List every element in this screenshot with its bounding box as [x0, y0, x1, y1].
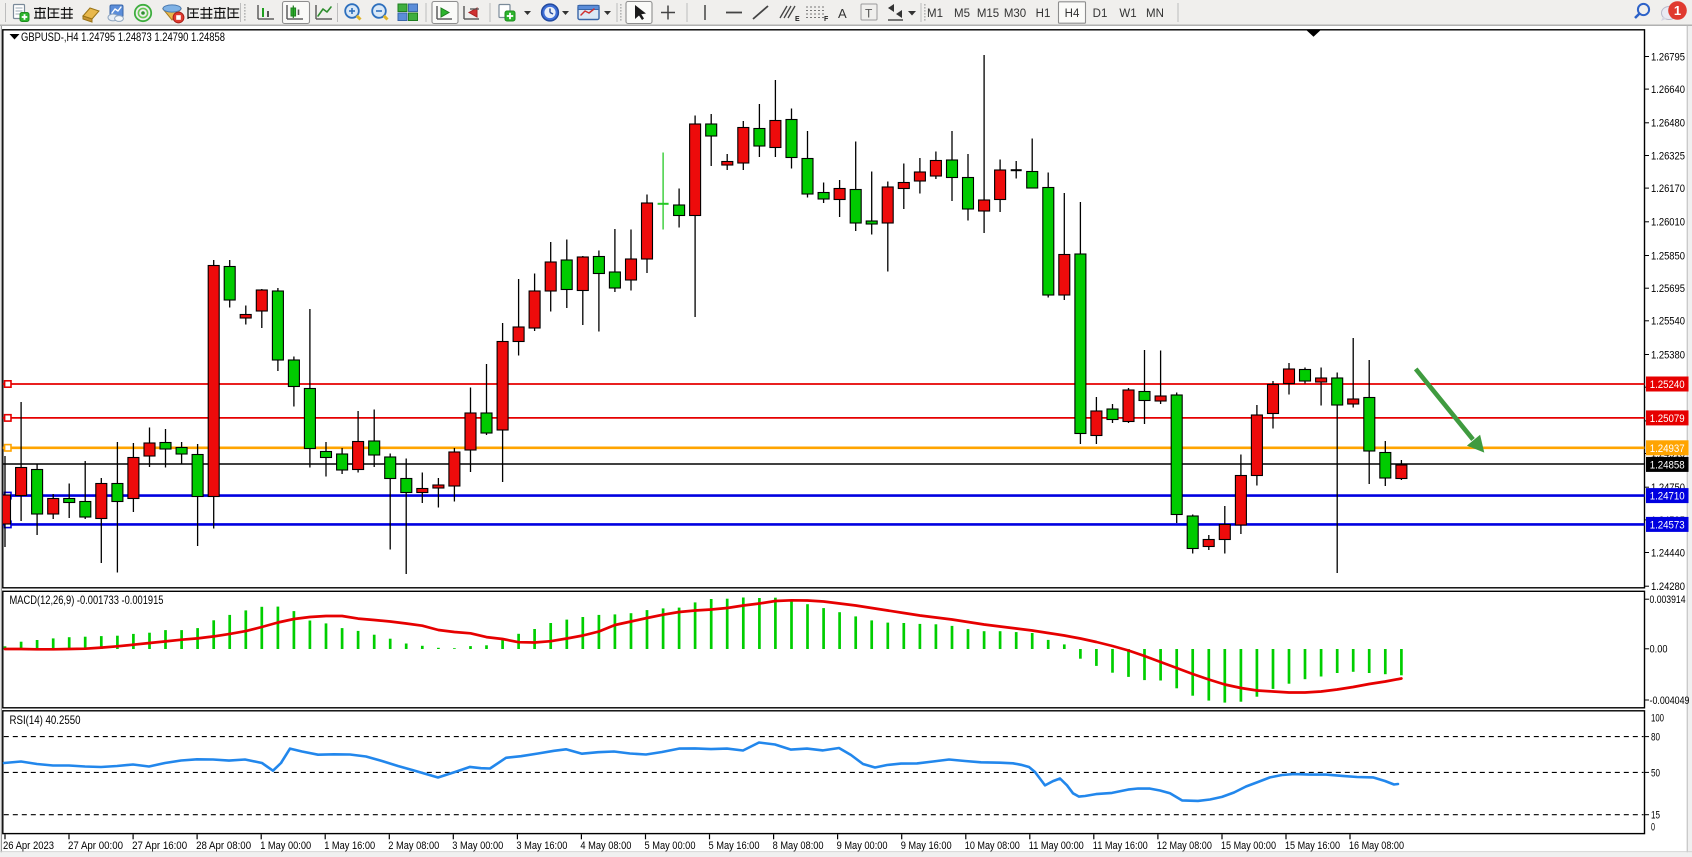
svg-text:RSI(14) 40.2550: RSI(14) 40.2550 [10, 713, 81, 727]
svg-text:0.003914: 0.003914 [1650, 594, 1686, 606]
svg-text:1.24280: 1.24280 [1651, 581, 1685, 593]
svg-text:1.26640: 1.26640 [1651, 84, 1685, 96]
svg-text:15 May 16:00: 15 May 16:00 [1285, 840, 1340, 852]
svg-text:1.25850: 1.25850 [1651, 250, 1685, 262]
svg-text:11 May 00:00: 11 May 00:00 [1029, 840, 1084, 852]
svg-text:100: 100 [1651, 713, 1664, 725]
svg-text:GBPUSD-,H4 1.24795 1.24873 1.: GBPUSD-,H4 1.24795 1.24873 1.24790 1.248… [21, 30, 225, 44]
svg-text:3 May 00:00: 3 May 00:00 [452, 840, 503, 852]
svg-text:1.25540: 1.25540 [1651, 316, 1685, 328]
svg-text:0: 0 [1651, 821, 1655, 833]
svg-text:26 Apr 2023: 26 Apr 2023 [3, 840, 54, 852]
svg-text:1.26325: 1.26325 [1651, 150, 1685, 162]
svg-text:M5: M5 [954, 8, 970, 20]
svg-text:50: 50 [1651, 767, 1660, 779]
svg-text:80: 80 [1651, 732, 1660, 744]
svg-text:W1: W1 [1119, 8, 1136, 20]
svg-text:1.24440: 1.24440 [1651, 547, 1685, 559]
svg-text:5 May 00:00: 5 May 00:00 [645, 840, 696, 852]
svg-text:1.24858: 1.24858 [1650, 459, 1685, 471]
svg-text:11 May 16:00: 11 May 16:00 [1093, 840, 1148, 852]
svg-text:M30: M30 [1004, 8, 1026, 20]
svg-text:12 May 08:00: 12 May 08:00 [1157, 840, 1212, 852]
svg-text:16 May 08:00: 16 May 08:00 [1349, 840, 1404, 852]
svg-text:1.26795: 1.26795 [1651, 51, 1685, 63]
svg-text:2 May 08:00: 2 May 08:00 [388, 840, 439, 852]
svg-text:1.24937: 1.24937 [1650, 443, 1685, 455]
svg-text:H4: H4 [1065, 8, 1080, 20]
svg-text:M15: M15 [977, 8, 999, 20]
svg-text:1.25240: 1.25240 [1650, 379, 1685, 391]
svg-text:1.24573: 1.24573 [1650, 519, 1685, 531]
svg-text:15: 15 [1651, 810, 1660, 822]
svg-text:15 May 00:00: 15 May 00:00 [1221, 840, 1276, 852]
svg-text:1.25079: 1.25079 [1650, 413, 1685, 425]
svg-text:0.00: 0.00 [1650, 644, 1668, 656]
svg-text:10 May 08:00: 10 May 08:00 [965, 840, 1020, 852]
svg-text:9 May 16:00: 9 May 16:00 [901, 840, 952, 852]
svg-text:4 May 08:00: 4 May 08:00 [580, 840, 631, 852]
svg-text:1.26170: 1.26170 [1651, 183, 1685, 195]
svg-text:5 May 16:00: 5 May 16:00 [709, 840, 760, 852]
svg-text:F: F [824, 16, 829, 23]
svg-text:H1: H1 [1036, 8, 1051, 20]
svg-text:27 Apr 00:00: 27 Apr 00:00 [68, 840, 123, 852]
svg-text:1.24710: 1.24710 [1650, 491, 1685, 503]
svg-text:E: E [795, 16, 800, 23]
svg-text:1 May 16:00: 1 May 16:00 [324, 840, 375, 852]
svg-text:1.25380: 1.25380 [1651, 349, 1685, 361]
svg-text:D1: D1 [1093, 8, 1108, 20]
svg-text:8 May 08:00: 8 May 08:00 [773, 840, 824, 852]
svg-text:1 May 00:00: 1 May 00:00 [260, 840, 311, 852]
svg-text:1.25695: 1.25695 [1651, 283, 1685, 295]
svg-text:1.26480: 1.26480 [1651, 118, 1685, 130]
svg-text:A: A [838, 6, 847, 21]
svg-text:28 Apr 08:00: 28 Apr 08:00 [196, 840, 251, 852]
svg-text:1.26010: 1.26010 [1651, 217, 1685, 229]
svg-text:27 Apr 16:00: 27 Apr 16:00 [132, 840, 187, 852]
svg-text:3 May 16:00: 3 May 16:00 [516, 840, 567, 852]
svg-text:-0.004049: -0.004049 [1650, 695, 1690, 707]
svg-text:9 May 00:00: 9 May 00:00 [837, 840, 888, 852]
svg-text:1: 1 [1674, 3, 1681, 18]
svg-text:MACD(12,26,9) -0.001733 -0.001: MACD(12,26,9) -0.001733 -0.001915 [10, 593, 164, 607]
svg-text:T: T [865, 7, 873, 21]
svg-text:MN: MN [1146, 8, 1164, 20]
svg-text:M1: M1 [927, 8, 943, 20]
